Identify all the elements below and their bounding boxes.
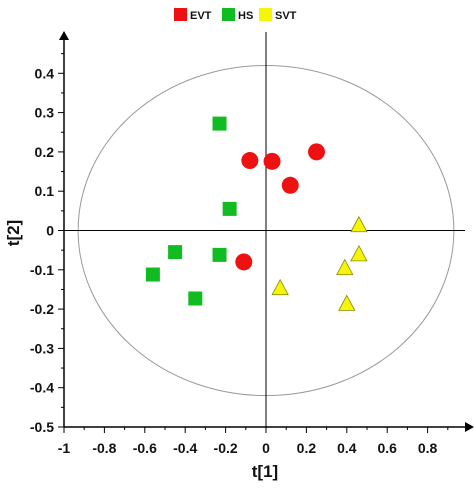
point-hs: [188, 291, 203, 306]
y-tick-label: 0.4: [35, 65, 55, 81]
y-axis-arrowhead: [59, 31, 69, 40]
point-hs: [168, 245, 183, 260]
x-tick-label: 0: [262, 440, 270, 456]
x-tick-label: 0.6: [377, 440, 397, 456]
x-tick-label: 0.2: [297, 440, 317, 456]
y-axis-title: t[2]: [4, 220, 23, 246]
point-hs: [212, 116, 227, 131]
x-axis-arrowhead: [465, 422, 474, 432]
legend-label-evt: EVT: [190, 10, 212, 22]
point-hs: [145, 267, 160, 282]
y-tick-label: 0.2: [35, 144, 55, 160]
point-svt: [350, 215, 368, 233]
legend-swatch-evt: [174, 8, 187, 21]
legend-swatch-svt: [259, 8, 272, 21]
y-tick-label: 0.3: [35, 105, 55, 121]
legend-swatch-hs: [222, 8, 235, 21]
y-tick-label: -0.2: [30, 301, 54, 317]
point-svt: [350, 245, 368, 262]
point-evt: [235, 253, 253, 271]
tick-labels: -1 -0.8 -0.6 -0.4 -0.2 0 0.2 0.4 0.6 0.8 0.4 0.3 0.2…: [30, 65, 438, 456]
point-evt: [241, 152, 259, 170]
axes: [59, 31, 474, 432]
y-tick-label: 0.1: [35, 183, 55, 199]
point-hs: [222, 201, 237, 216]
x-tick-label: -0.4: [173, 440, 197, 456]
x-tick-label: -0.8: [92, 440, 116, 456]
y-tick-label: -0.4: [30, 380, 54, 396]
data-points: [145, 116, 368, 311]
y-tick-label: -0.3: [30, 340, 54, 356]
point-evt: [263, 152, 281, 170]
point-hs: [212, 247, 227, 262]
point-evt: [281, 176, 299, 194]
x-tick-label: -1: [58, 440, 71, 456]
legend-label-hs: HS: [238, 10, 253, 22]
x-tick-label: 0.4: [337, 440, 357, 456]
point-svt: [338, 294, 356, 311]
ticks: [58, 53, 449, 433]
y-tick-label: -0.5: [30, 419, 54, 435]
x-tick-label: 0.8: [418, 440, 438, 456]
x-tick-label: -0.2: [214, 440, 238, 456]
x-tick-label: -0.6: [133, 440, 157, 456]
x-axis-title: t[1]: [252, 462, 278, 481]
point-evt: [308, 143, 325, 161]
legend-label-svt: SVT: [275, 10, 297, 22]
y-tick-label: -0.1: [30, 262, 54, 278]
point-svt: [271, 278, 289, 296]
y-tick-label: 0: [46, 223, 54, 239]
legend: EVT HS SVT: [174, 8, 297, 22]
point-svt: [336, 258, 354, 276]
